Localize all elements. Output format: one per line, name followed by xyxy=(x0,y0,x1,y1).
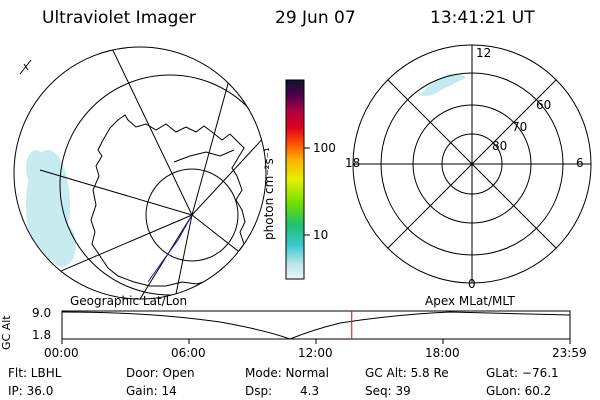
info-gain: Gain: 14 xyxy=(126,384,177,398)
geographic-map xyxy=(13,46,267,300)
altitude-curve xyxy=(61,311,571,340)
info-glon: GLon: 60.2 xyxy=(486,384,552,398)
ground-track xyxy=(147,214,193,283)
polar-ring-label-60: 60 xyxy=(536,98,552,112)
x-tick-0: 00:00 xyxy=(44,346,79,360)
polar-label-0: 0 xyxy=(468,277,476,291)
polar-ring-label-70: 70 xyxy=(512,120,528,134)
aurora-emission-right xyxy=(420,73,466,96)
x-tick-3: 18:00 xyxy=(425,346,460,360)
north-arrow-icon xyxy=(19,59,32,75)
info-ip: IP: 36.0 xyxy=(8,384,54,398)
info-door: Door: Open xyxy=(126,366,195,380)
x-tick-4: 23:59 xyxy=(552,346,587,360)
polar-label-12: 12 xyxy=(476,46,492,60)
info-gc-alt: GC Alt: 5.8 Re xyxy=(365,366,449,380)
altitude-plot xyxy=(61,310,571,344)
x-tick-2: 12:00 xyxy=(298,346,333,360)
polar-label-6: 6 xyxy=(576,156,584,170)
polar-plot xyxy=(352,44,592,284)
altitude-ymin: 1.8 xyxy=(32,328,52,342)
info-seq: Seq: 39 xyxy=(365,384,411,398)
info-flt: Flt: LBHL xyxy=(8,366,62,380)
header-date: 29 Jun 07 xyxy=(275,8,356,28)
colorbar-tick-100: 100 xyxy=(313,141,336,155)
polar-label-18: 18 xyxy=(345,156,361,170)
info-glat: GLat: −76.1 xyxy=(486,366,559,380)
apex-label: Apex MLat/MLT xyxy=(425,294,515,308)
x-tick-1: 06:00 xyxy=(171,346,206,360)
altitude-ylabel: GC Alt xyxy=(0,315,13,350)
polar-ring-label-80: 80 xyxy=(492,139,508,153)
geographic-label: Geographic Lat/Lon xyxy=(70,294,188,308)
info-dsp-value: 4.3 xyxy=(300,384,320,398)
altitude-ymax: 9.0 xyxy=(32,306,52,320)
coastline xyxy=(90,114,246,287)
header-time: 13:41:21 UT xyxy=(430,8,535,28)
info-dsp-label: Dsp: xyxy=(245,384,273,398)
info-mode: Mode: Normal xyxy=(245,366,329,380)
app-title: Ultraviolet Imager xyxy=(42,8,196,28)
colorbar-unit-label: photon cm⁻²s⁻¹ xyxy=(262,147,276,240)
colorbar-tick-10: 10 xyxy=(313,228,329,242)
aurora-emission-left xyxy=(26,150,76,267)
colorbar xyxy=(285,79,310,280)
